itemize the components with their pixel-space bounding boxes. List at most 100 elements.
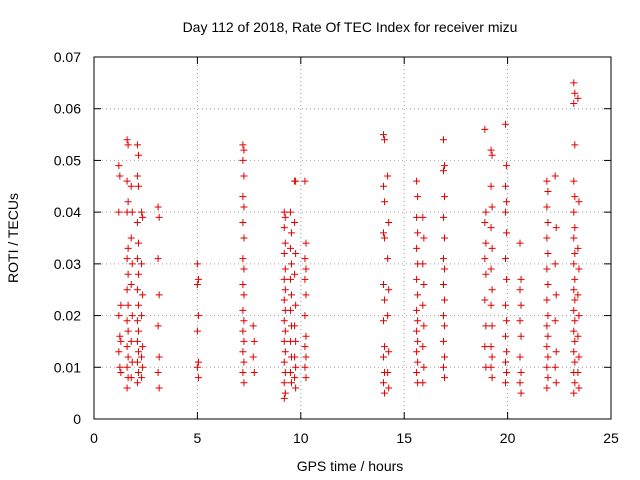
data-point [133, 172, 141, 180]
data-point [570, 234, 578, 242]
data-point [482, 322, 490, 330]
data-point [291, 322, 299, 330]
data-point [544, 312, 552, 320]
data-point [134, 151, 142, 159]
data-point [481, 255, 489, 263]
data-point [302, 353, 310, 361]
data-point [543, 322, 551, 330]
data-point [544, 187, 552, 195]
data-point [543, 265, 551, 273]
data-point [571, 296, 579, 304]
data-point [439, 363, 447, 371]
data-point [516, 317, 524, 325]
data-point [419, 213, 427, 221]
data-point [384, 255, 392, 263]
data-point [439, 213, 447, 221]
data-point [240, 146, 248, 154]
data-point [133, 286, 141, 294]
data-point [154, 203, 162, 211]
data-point [124, 198, 132, 206]
data-point [134, 327, 142, 335]
data-point [413, 213, 421, 221]
data-point [381, 296, 389, 304]
data-point [503, 368, 511, 376]
data-point [280, 275, 288, 283]
data-point [517, 275, 525, 283]
y-tick-label: 0.05 [54, 152, 81, 168]
data-point [133, 255, 141, 263]
data-point [280, 358, 288, 366]
data-point [439, 255, 447, 263]
data-point [575, 198, 583, 206]
data-point [301, 275, 309, 283]
data-point [194, 275, 202, 283]
data-point [281, 265, 289, 273]
data-point [123, 136, 131, 144]
data-point [570, 208, 578, 216]
data-point [286, 208, 294, 216]
data-point [481, 125, 489, 133]
data-point [240, 291, 248, 299]
data-point [286, 275, 294, 283]
data-point [116, 363, 124, 371]
data-point [302, 374, 310, 382]
data-point [116, 172, 124, 180]
data-point [570, 348, 578, 356]
data-point [123, 384, 131, 392]
data-point [544, 374, 552, 382]
data-point [240, 337, 248, 345]
data-point [414, 317, 422, 325]
data-point [413, 368, 421, 376]
data-point [503, 198, 511, 206]
data-point [123, 255, 131, 263]
data-point [544, 281, 552, 289]
data-point [124, 353, 132, 361]
data-point [570, 100, 578, 108]
data-point [487, 265, 495, 273]
data-point [516, 286, 524, 294]
data-point [413, 177, 421, 185]
data-point [517, 301, 525, 309]
data-point [482, 239, 490, 247]
data-point [570, 306, 578, 314]
data-point [124, 301, 132, 309]
data-point [138, 374, 146, 382]
data-point [487, 146, 495, 154]
data-point [439, 281, 447, 289]
data-point [413, 244, 421, 252]
data-point [381, 343, 389, 351]
data-point [280, 317, 288, 325]
data-point [570, 177, 578, 185]
data-point [117, 337, 125, 345]
y-tick-label: 0.02 [54, 308, 81, 324]
data-point [380, 131, 388, 139]
data-point [380, 182, 388, 190]
data-point [381, 136, 389, 144]
data-point [286, 368, 294, 376]
data-point [543, 296, 551, 304]
data-point [413, 348, 421, 356]
data-point [133, 337, 141, 345]
data-point [155, 384, 163, 392]
data-point [124, 244, 132, 252]
data-point [419, 343, 427, 351]
data-point [551, 260, 559, 268]
data-point [439, 136, 447, 144]
y-tick-label: 0.01 [54, 359, 81, 375]
data-point [570, 79, 578, 87]
data-point [117, 368, 125, 376]
data-point [291, 374, 299, 382]
data-point [115, 162, 123, 170]
data-point [134, 239, 142, 247]
data-point [133, 141, 141, 149]
data-point [239, 327, 247, 335]
data-point [240, 317, 248, 325]
data-point [420, 281, 428, 289]
data-point [116, 332, 124, 340]
data-point [503, 162, 511, 170]
data-point [134, 270, 142, 278]
data-point [517, 368, 525, 376]
x-tick-label: 15 [396, 430, 412, 446]
